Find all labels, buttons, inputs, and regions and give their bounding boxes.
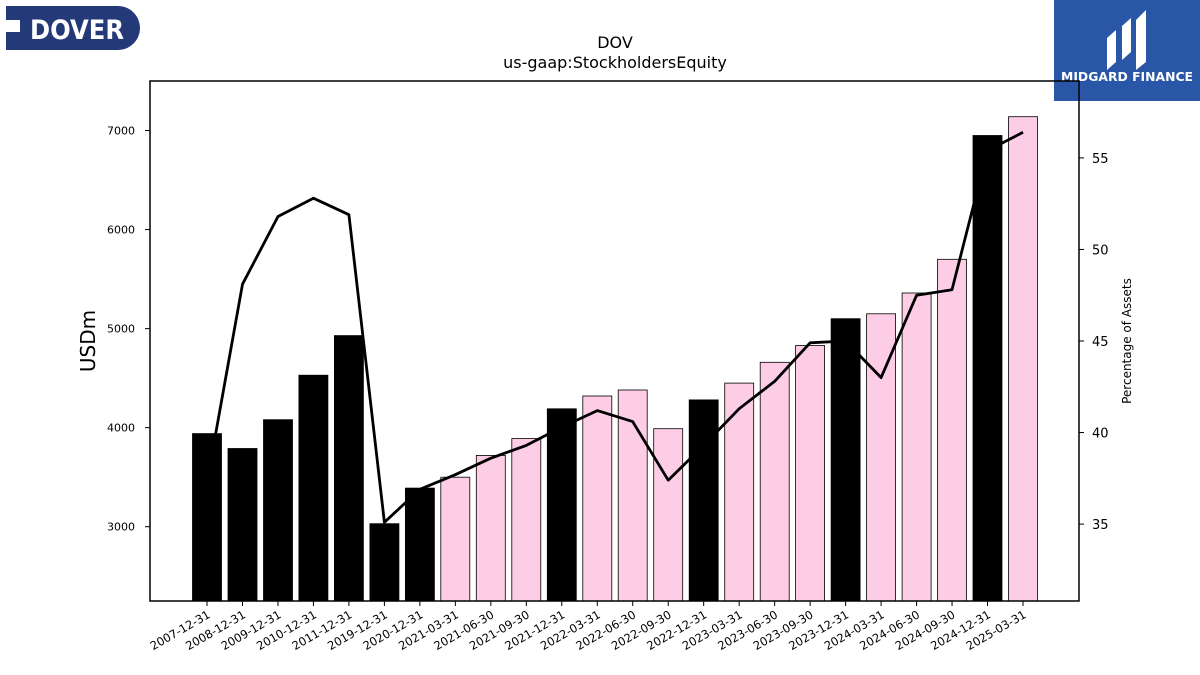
bar-2024-12-31	[972, 135, 1003, 602]
y2-tick-label: 55	[1092, 152, 1109, 167]
bar-2020-12-31	[404, 487, 435, 602]
y2-tick-label: 45	[1092, 335, 1109, 350]
midgard-logo-icon	[1107, 10, 1146, 70]
chart-title: DOV	[597, 33, 633, 52]
bar-2023-09-30	[795, 345, 825, 602]
line-series	[205, 131, 1024, 524]
midgard-finance-logo: MIDGARD FINANCE	[1054, 0, 1200, 101]
bar-2022-09-30	[653, 428, 684, 602]
bar-2019-12-31	[369, 523, 400, 602]
y2-axis-ticks: 35 40 45 50 55	[1079, 152, 1109, 533]
bar-2024-03-31	[866, 313, 896, 602]
bar-series	[192, 116, 1038, 602]
bar-2025-03-31	[1008, 116, 1038, 602]
y-axis-label: USDm	[76, 310, 100, 372]
bar-2009-12-31	[263, 419, 293, 602]
bar-2021-03-31	[440, 476, 471, 602]
bar-2023-06-30	[759, 361, 790, 602]
bar-2010-12-31	[298, 374, 329, 602]
percentage-of-assets-line	[205, 131, 1024, 524]
x-axis-ticks: 2007-12-312008-12-312009-12-312010-12-31…	[148, 601, 1029, 653]
y-tick-label: 5000	[107, 323, 135, 336]
y-tick-label: 3000	[107, 521, 135, 534]
y-tick-label: 4000	[107, 422, 135, 435]
bar-2008-12-31	[227, 448, 258, 602]
midgard-logo-text: MIDGARD FINANCE	[1061, 70, 1193, 84]
bar-2024-09-30	[937, 258, 967, 602]
y-tick-label: 6000	[107, 224, 135, 237]
dover-logo: DOVER	[6, 6, 140, 50]
y2-tick-label: 50	[1092, 243, 1109, 258]
y-tick-label: 7000	[107, 125, 135, 138]
chart-subtitle: us-gaap:StockholdersEquity	[503, 53, 727, 72]
bar-2007-12-31	[192, 433, 222, 602]
bar-2021-09-30	[511, 438, 542, 602]
bar-2011-12-31	[333, 335, 364, 602]
bar-2022-03-31	[582, 395, 613, 602]
y2-tick-label: 35	[1092, 518, 1109, 533]
bar-2023-03-31	[724, 382, 755, 602]
plot-frame	[149, 80, 1080, 602]
bar-2024-06-30	[901, 292, 932, 602]
y-axis-ticks: 3000 4000 5000 6000 7000	[107, 125, 150, 534]
y2-tick-label: 40	[1092, 427, 1109, 442]
bar-2021-12-31	[546, 408, 577, 602]
dover-logo-notch	[6, 20, 20, 32]
bar-2021-06-30	[475, 454, 506, 602]
y2-axis-label: Percentage of Assets	[1120, 278, 1134, 404]
bar-2023-12-31	[830, 318, 861, 602]
bar-2022-12-31	[688, 399, 719, 602]
dover-logo-text: DOVER	[30, 15, 124, 46]
dover-logo-badge	[6, 6, 140, 50]
